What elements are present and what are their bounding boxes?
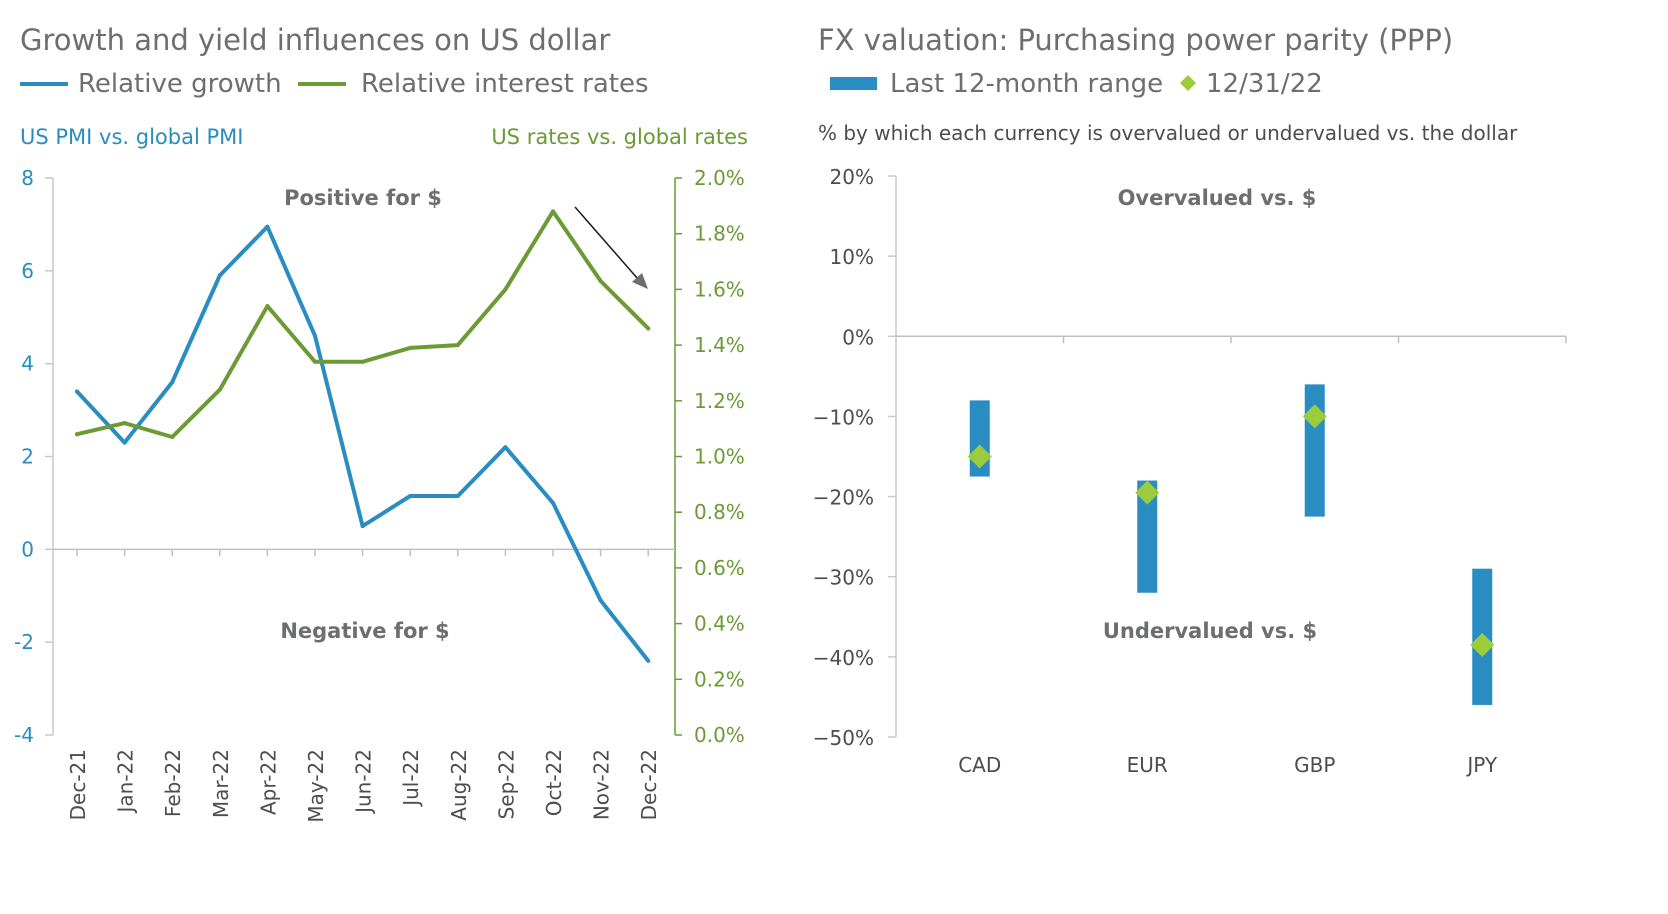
right-tick-label: 1.2% [694,389,745,413]
current-value-marker-cad [967,444,992,469]
category-label-gbp: GBP [1294,753,1335,777]
data-point [170,380,175,385]
series-line-relative-rates [75,209,651,439]
data-point [122,440,127,445]
data-point [217,387,222,392]
data-point [265,304,270,309]
data-point [598,598,603,603]
current-value-marker-jpy [1470,632,1495,657]
right-tick-label: 1.6% [694,277,745,301]
data-point [313,333,317,338]
right-chart-subtitle: % by which each currency is overvalued o… [818,121,1518,145]
data-point [598,279,603,284]
data-point [646,658,651,663]
x-tick-label: Nov-22 [590,749,614,820]
left-tick-label: -4 [14,723,34,747]
x-tick-label: Jun-22 [352,749,376,815]
right-tick-label: 2.0% [694,166,745,190]
current-value-marker-gbp [1302,404,1327,429]
x-tick-label: Aug-22 [447,749,471,821]
data-point [551,500,555,505]
right-tick-label: 1.4% [694,333,745,357]
current-value-marker-eur [1135,480,1160,505]
right-chart-tick-label: −40% [813,646,874,670]
data-point [170,435,175,440]
legend-label-growth: Relative growth [78,69,282,99]
right-tick-label: 0.6% [694,556,745,580]
data-point [503,287,508,292]
left-tick-label: -2 [14,630,34,654]
annotation-positive: Positive for $ [284,186,442,210]
data-point [646,326,651,331]
legend-label-date: 12/31/22 [1206,69,1323,99]
category-label-eur: EUR [1127,753,1168,777]
data-point [122,421,127,426]
right-tick-label: 0.8% [694,500,745,524]
x-tick-label: Sep-22 [494,749,518,819]
trend-arrow-icon [632,273,648,289]
annotation-overvalued: Overvalued vs. $ [1118,186,1317,210]
right-chart-tick-label: 0% [842,325,874,349]
annotation-negative: Negative for $ [280,619,449,643]
legend-label-rates: Relative interest rates [361,69,649,99]
data-point [503,445,508,450]
left-line-chart: 8 6 4 2 0 -2 -4 2.0% 1.8% 1.6% 1.4% 1.2% 1.0% 0.8% 0.6… [14,166,745,823]
x-tick-label: Dec-22 [637,749,661,820]
range-bar-eur [1137,480,1158,593]
trend-arrow-shaft [574,206,639,280]
right-chart-tick-label: −50% [813,726,874,750]
data-point [360,524,365,529]
right-chart-tick-label: 10% [830,245,874,269]
left-tick-label: 6 [21,259,34,283]
data-point [265,224,270,229]
right-tick-label: 0.4% [694,612,745,636]
right-tick-label: 1.0% [694,445,745,469]
category-label-jpy: JPY [1465,753,1498,777]
right-chart-tick-label: −30% [813,566,874,590]
data-point [360,359,365,364]
right-axis-title: US rates vs. global rates [491,125,748,149]
right-chart-title: FX valuation: Purchasing power parity (P… [818,23,1453,57]
left-tick-label: 2 [21,445,34,469]
x-tick-label: Dec-21 [66,749,90,820]
left-tick-label: 8 [21,166,34,190]
left-tick-label: 4 [21,352,34,376]
x-tick-label: Feb-22 [161,749,185,817]
data-point [313,359,317,364]
annotation-undervalued: Undervalued vs. $ [1103,619,1317,643]
legend-diamond-icon [1180,75,1196,91]
left-axis-title: US PMI vs. global PMI [20,125,243,149]
data-point [408,493,413,498]
legend-swatch-range [830,77,877,90]
x-tick-label: Apr-22 [256,749,280,815]
x-tick-label: Jul-22 [399,749,423,808]
right-tick-label: 0.0% [694,723,745,747]
series-line-relative-growth [75,224,651,663]
x-tick-label: Oct-22 [542,749,566,816]
data-point [217,273,222,278]
right-range-chart: 20% 10% 0% −10% −20% −30% −40% −50% CAD EUR GBP JPY [813,165,1567,777]
data-point [455,343,460,348]
data-point [75,432,79,437]
right-tick-label: 0.2% [694,667,745,691]
x-tick-label: May-22 [304,749,328,823]
left-chart-title: Growth and yield influences on US dollar [20,23,610,57]
right-chart-tick-label: 20% [830,165,874,189]
data-point [408,345,413,350]
data-point [75,389,79,394]
range-bar-gbp [1304,384,1325,517]
category-label-cad: CAD [958,753,1001,777]
right-chart-tick-label: −10% [813,405,874,429]
x-tick-label: Mar-22 [209,749,233,818]
x-tick-label: Jan-22 [114,749,138,815]
data-point [455,493,460,498]
right-chart-tick-label: −20% [813,486,874,510]
right-tick-label: 1.8% [694,222,745,246]
left-tick-label: 0 [21,537,34,561]
data-point [551,209,555,214]
legend-label-range: Last 12-month range [890,69,1163,99]
